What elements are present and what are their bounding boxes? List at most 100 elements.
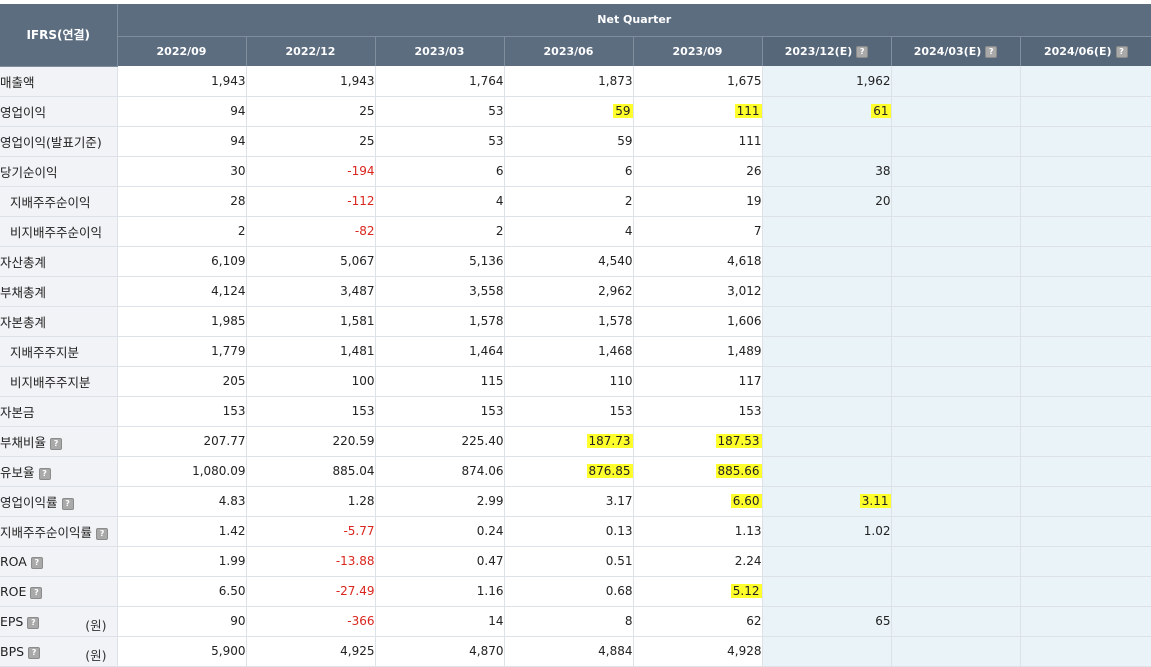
column-header-0: 2022/09 <box>116 36 246 66</box>
table-cell <box>890 576 1020 607</box>
table-cell <box>761 426 891 457</box>
cell-value: 1,779 <box>211 344 246 358</box>
table-cell <box>890 426 1020 457</box>
table-row: 매출액 1,943 1,943 1,764 1,873 1,675 1,962 <box>0 66 1151 97</box>
cell-value: 1,581 <box>340 314 375 328</box>
table-cell: -366 <box>245 606 375 637</box>
help-icon[interactable]: ? <box>1115 45 1128 58</box>
table-cell: 1.13 <box>632 516 762 547</box>
cell-value: 153 <box>738 404 762 418</box>
cell-value: 94 <box>230 104 246 118</box>
cell-value: 30 <box>230 164 246 178</box>
row-label-text: 비지배주주지분 <box>10 374 91 390</box>
table-cell <box>890 186 1020 217</box>
row-label: 자산총계 <box>0 246 117 277</box>
table-cell: 2,962 <box>503 276 633 307</box>
table-cell: 59 <box>503 96 633 127</box>
cell-value: 3,012 <box>727 284 762 298</box>
table-cell <box>761 396 891 427</box>
table-cell: 1.16 <box>374 576 504 607</box>
help-icon[interactable]: ? <box>27 616 40 629</box>
table-cell: 0.51 <box>503 546 633 577</box>
cell-value: 6 <box>495 164 504 178</box>
table-cell: 1,985 <box>116 306 246 337</box>
cell-value: 153 <box>222 404 246 418</box>
help-icon[interactable]: ? <box>28 646 41 659</box>
table-row: 유보율? 1,080.09 885.04 874.06 876.85 885.66 <box>0 456 1151 487</box>
cell-value: 153 <box>351 404 375 418</box>
table-cell: -112 <box>245 186 375 217</box>
cell-value: 6.60 <box>730 494 762 508</box>
cell-value: 115 <box>480 374 504 388</box>
table-cell: 2 <box>503 186 633 217</box>
column-header-label: 2023/03 <box>414 44 465 58</box>
table-cell: 20 <box>761 186 891 217</box>
table-cell: 1,873 <box>503 66 633 97</box>
column-header-label: 2023/06 <box>543 44 594 58</box>
cell-value: 53 <box>488 104 504 118</box>
cell-value: 1,468 <box>598 344 633 358</box>
table-cell: 19 <box>632 186 762 217</box>
table-cell <box>761 636 891 667</box>
cell-value: 100 <box>351 374 375 388</box>
cell-value: 6 <box>624 164 633 178</box>
table-cell: 3.17 <box>503 486 633 517</box>
table-cell <box>890 126 1020 157</box>
table-row: EPS? (원) 90 -366 14 8 62 65 <box>0 606 1151 637</box>
cell-value: 5,067 <box>340 254 375 268</box>
table-cell <box>1019 456 1151 487</box>
cell-value: 53 <box>488 134 504 148</box>
table-cell: 220.59 <box>245 426 375 457</box>
table-cell <box>1019 96 1151 127</box>
row-label: 영업이익 <box>0 96 117 127</box>
cell-value: 1.42 <box>218 524 246 538</box>
row-label: BPS? (원) <box>0 636 117 667</box>
table-cell: 2 <box>374 216 504 247</box>
table-cell: 874.06 <box>374 456 504 487</box>
table-cell: 1,481 <box>245 336 375 367</box>
cell-value: 225.40 <box>461 434 504 448</box>
table-cell: 3.11 <box>761 486 891 517</box>
table-cell: 2.24 <box>632 546 762 577</box>
cell-value: 0.51 <box>605 554 633 568</box>
cell-value: 62 <box>746 614 762 628</box>
help-icon[interactable]: ? <box>61 497 74 510</box>
table-row: ROE? 6.50 -27.49 1.16 0.68 5.12 <box>0 576 1151 607</box>
table-cell <box>1019 216 1151 247</box>
help-icon[interactable]: ? <box>985 45 998 58</box>
cell-value: 1,962 <box>856 73 891 88</box>
table-cell: 53 <box>374 96 504 127</box>
row-label: 자본총계 <box>0 306 117 337</box>
table-cell: 30 <box>116 156 246 187</box>
cell-value: 110 <box>609 374 633 388</box>
table-cell: 1,779 <box>116 336 246 367</box>
cell-value: 59 <box>617 134 633 148</box>
table-cell: 4,540 <box>503 246 633 277</box>
table-cell: 0.47 <box>374 546 504 577</box>
cell-value: -13.88 <box>335 554 375 568</box>
cell-value: 4,618 <box>727 254 762 268</box>
help-icon[interactable]: ? <box>50 437 63 450</box>
table-cell: 2 <box>116 216 246 247</box>
cell-value: 4.83 <box>218 494 246 508</box>
help-icon[interactable]: ? <box>856 45 869 58</box>
cell-value: 65 <box>875 614 891 628</box>
table-cell <box>1019 276 1151 307</box>
help-icon[interactable]: ? <box>30 556 43 569</box>
table-cell: 6,109 <box>116 246 246 277</box>
cell-value: 1,985 <box>211 314 246 328</box>
help-icon[interactable]: ? <box>96 527 109 540</box>
cell-value: 1.28 <box>347 494 375 508</box>
table-cell: 5,067 <box>245 246 375 277</box>
help-icon[interactable]: ? <box>38 467 51 480</box>
help-icon[interactable]: ? <box>30 586 43 599</box>
table-cell <box>890 486 1020 517</box>
column-header-2: 2023/03 <box>374 36 504 66</box>
table-cell <box>890 546 1020 577</box>
table-cell: 1,764 <box>374 66 504 97</box>
table-cell: 6.50 <box>116 576 246 607</box>
cell-value: 5.12 <box>730 584 762 598</box>
table-cell: 207.77 <box>116 426 246 457</box>
column-header-label: 2024/06(E) <box>1043 44 1112 58</box>
table-cell: 4,618 <box>632 246 762 277</box>
